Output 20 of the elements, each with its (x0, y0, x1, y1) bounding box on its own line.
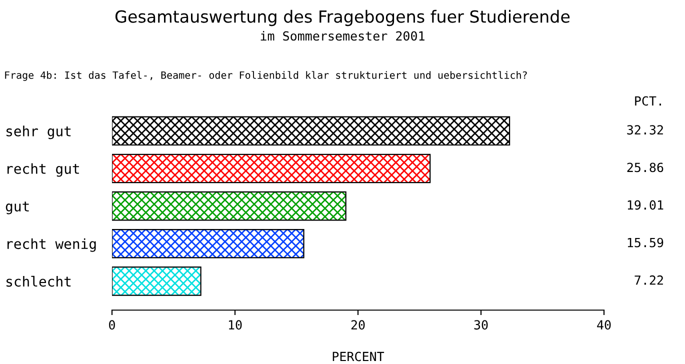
text: Frage 4b: Ist das Tafel-, Beamer- oder Folienbild klar strukturiert und uebersichtlich? (5, 71, 527, 81)
chart-title: Gesamtauswertung des Fragebogens fuer Studierende (115, 10, 570, 26)
x-tick-label: 40 (597, 320, 611, 330)
x-tick-label: 20 (351, 320, 365, 330)
x-tick-label: 30 (474, 320, 488, 330)
data-label: 19.01 (628, 200, 664, 210)
data-label: 7.22 (634, 275, 663, 285)
x-axis-title: PERCENT (332, 352, 384, 362)
data-label: 15.59 (628, 238, 664, 248)
x-tick-label: 10 (228, 320, 242, 330)
y-tick-label: recht gut (8, 163, 79, 177)
chart-subtitle: im Sommersemester 2001 (260, 30, 424, 41)
y-tick-label: sehr gut (6, 126, 71, 140)
data-label: 25.86 (627, 162, 664, 172)
y-tick-label: schlecht (6, 276, 71, 287)
data-label: 32.32 (627, 125, 663, 135)
x-tick-label: 0 (109, 320, 115, 330)
y-tick-label: recht wenig (8, 238, 96, 252)
text: PCT. (635, 96, 661, 106)
y-tick-label: gut (6, 202, 29, 214)
